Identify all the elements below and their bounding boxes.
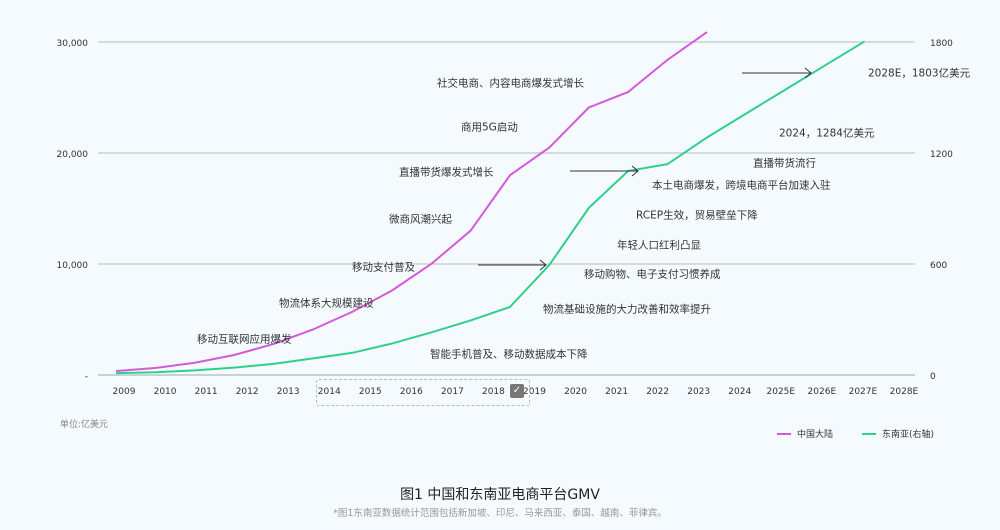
right-tick-label: 0	[930, 372, 936, 382]
chart-note: *图1东南亚数据统计范围包括新加坡、印尼、马来西亚、泰国、越南、菲律宾。	[333, 508, 667, 519]
legend-label: 中国大陆	[797, 430, 834, 440]
legend-item-sea[interactable]: 东南亚(右轴)	[862, 427, 934, 440]
chart-title: 图1 中国和东南亚电商平台GMV	[400, 487, 600, 503]
annotation: 移动购物、电子支付习惯养成	[584, 268, 721, 281]
left-tick-label: -	[85, 372, 88, 382]
annotation: 直播带货流行	[753, 157, 816, 170]
annotation: 2028E，1803亿美元	[868, 67, 971, 80]
x-tick-label: 2028E	[890, 387, 919, 397]
x-tick-label: 2023	[687, 387, 710, 397]
annotation: 2024，1284亿美元	[779, 127, 875, 140]
x-tick-label: 2016	[400, 387, 423, 397]
selection-box[interactable]	[316, 379, 530, 406]
right-tick-label: 600	[930, 261, 947, 271]
legend-item-china[interactable]: 中国大陆	[777, 427, 833, 440]
x-tick-label: 2013	[277, 387, 300, 397]
left-tick-label: 10,000	[57, 261, 89, 271]
x-tick-label: 2022	[646, 387, 669, 397]
legend-label: 东南亚(右轴)	[882, 430, 935, 440]
right-tick-label: 1800	[930, 39, 953, 49]
x-tick-label: 2024	[728, 387, 751, 397]
arrow-head-icon	[804, 67, 812, 79]
left-tick-label: 30,000	[57, 39, 89, 49]
x-tick-label: 2018	[482, 387, 505, 397]
x-tick-label: 2015	[359, 387, 382, 397]
arrow-head-icon	[631, 165, 639, 177]
x-tick-label: 2021	[605, 387, 628, 397]
annotation: 直播带货爆发式增长	[399, 166, 494, 179]
series-line-sea	[115, 40, 866, 375]
unit-label: 单位:亿美元	[60, 420, 109, 430]
x-tick-label: 2011	[195, 387, 218, 397]
x-tick-label: 2010	[154, 387, 177, 397]
annotation: 年轻人口红利凸显	[617, 239, 701, 252]
annotation: 物流基础设施的大力改善和效率提升	[543, 303, 711, 316]
legend-swatch	[862, 432, 876, 435]
x-tick-label: 2014	[318, 387, 341, 397]
chart-plot: - 0 10,000 600 20,000 1200 30,000 1800 2009 2010 2…	[57, 31, 953, 397]
legend-swatch	[777, 432, 791, 435]
annotation: 物流体系大规模建设	[279, 297, 374, 310]
arrow-head-icon	[539, 259, 547, 271]
left-tick-label: 20,000	[57, 150, 89, 160]
annotation: 社交电商、内容电商爆发式增长	[437, 77, 584, 90]
x-tick-label: 2027E	[849, 387, 878, 397]
annotation: 智能手机普及、移动数据成本下降	[430, 348, 588, 361]
x-tick-label: 2009	[113, 387, 136, 397]
x-tick-label: 2025E	[767, 387, 796, 397]
annotation: 本土电商爆发，跨境电商平台加速入驻	[652, 179, 831, 192]
annotation: 微商风潮兴起	[389, 213, 452, 226]
annotation: RCEP生效，贸易壁垒下降	[636, 209, 758, 222]
x-tick-label: 2020	[564, 387, 587, 397]
x-tick-label: 2019	[523, 387, 546, 397]
right-tick-label: 1200	[930, 150, 953, 160]
series-line-china	[115, 31, 708, 373]
x-tick-label: 2026E	[808, 387, 837, 397]
checkbox-icon[interactable]: ✓	[510, 384, 524, 398]
annotation: 移动互联网应用爆发	[197, 333, 292, 346]
x-tick-label: 2012	[236, 387, 259, 397]
annotation: 移动支付普及	[352, 261, 415, 274]
annotation: 商用5G启动	[461, 121, 518, 134]
x-tick-label: 2017	[441, 387, 464, 397]
